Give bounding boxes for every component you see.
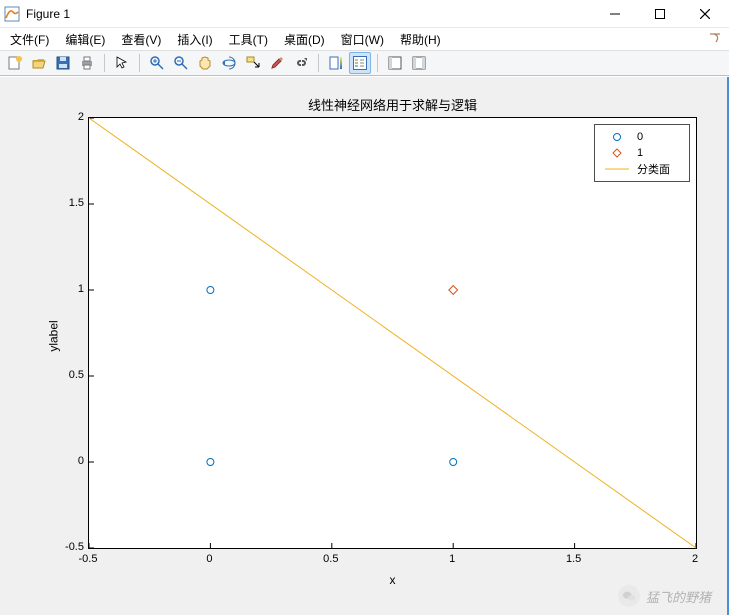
window-title: Figure 1 — [26, 7, 592, 21]
toolbar-separator — [104, 54, 105, 72]
legend-item-1: 1 — [603, 145, 681, 161]
link-icon[interactable] — [290, 52, 312, 74]
y-tick-label: 0.5 — [58, 369, 84, 381]
plot-wrapper: 线性神经网络用于求解与逻辑 ylabel x 0 1 — [30, 85, 707, 587]
titlebar: Figure 1 — [0, 0, 729, 28]
watermark: 猛飞的野猪 — [618, 585, 711, 607]
rotate3d-icon[interactable] — [218, 52, 240, 74]
x-tick-label: 0.5 — [323, 553, 338, 565]
insert-colorbar-icon[interactable] — [325, 52, 347, 74]
y-tick-label: 0 — [58, 455, 84, 467]
y-tick-label: -0.5 — [58, 541, 84, 553]
zoom-out-icon[interactable] — [170, 52, 192, 74]
y-axis-label: ylabel — [47, 320, 61, 351]
watermark-text: 猛飞的野猪 — [646, 587, 711, 606]
legend-label-0: 0 — [637, 131, 681, 143]
minimize-button[interactable] — [592, 0, 637, 27]
toolbar-separator — [139, 54, 140, 72]
matlab-figure-icon — [4, 6, 20, 22]
menubar-overflow-icon[interactable] — [703, 30, 727, 48]
menu-insert[interactable]: 插入(I) — [169, 29, 220, 50]
insert-legend-icon[interactable] — [349, 52, 371, 74]
axes[interactable]: 0 1 分类面 — [88, 117, 697, 549]
brush-icon[interactable] — [266, 52, 288, 74]
x-tick-label: 2 — [692, 553, 698, 565]
menubar: 文件(F) 编辑(E) 查看(V) 插入(I) 工具(T) 桌面(D) 窗口(W… — [0, 28, 729, 50]
y-tick-label: 2 — [58, 111, 84, 123]
toolbar-separator — [318, 54, 319, 72]
toolbar-separator — [377, 54, 378, 72]
y-tick-label: 1 — [58, 283, 84, 295]
maximize-button[interactable] — [637, 0, 682, 27]
close-button[interactable] — [682, 0, 727, 27]
x-tick-label: 1.5 — [566, 553, 581, 565]
legend-marker-2 — [603, 163, 631, 175]
x-tick-label: 1 — [449, 553, 455, 565]
menu-help[interactable]: 帮助(H) — [392, 29, 449, 50]
new-figure-icon[interactable] — [4, 52, 26, 74]
figure-canvas: 线性神经网络用于求解与逻辑 ylabel x 0 1 — [0, 77, 729, 615]
pan-icon[interactable] — [194, 52, 216, 74]
pointer-icon[interactable] — [111, 52, 133, 74]
menu-file[interactable]: 文件(F) — [2, 29, 57, 50]
hide-plot-tools-icon[interactable] — [384, 52, 406, 74]
menu-desktop[interactable]: 桌面(D) — [276, 29, 333, 50]
legend-item-2: 分类面 — [603, 161, 681, 177]
print-icon[interactable] — [76, 52, 98, 74]
menu-window[interactable]: 窗口(W) — [333, 29, 392, 50]
legend-label-2: 分类面 — [637, 161, 681, 177]
plot-title: 线性神经网络用于求解与逻辑 — [88, 95, 697, 114]
legend-item-0: 0 — [603, 129, 681, 145]
legend-label-1: 1 — [637, 147, 681, 159]
zoom-in-icon[interactable] — [146, 52, 168, 74]
menu-edit[interactable]: 编辑(E) — [57, 29, 113, 50]
menu-tools[interactable]: 工具(T) — [221, 29, 276, 50]
legend-marker-1 — [603, 147, 631, 159]
menu-view[interactable]: 查看(V) — [113, 29, 169, 50]
y-tick-label: 1.5 — [58, 197, 84, 209]
save-icon[interactable] — [52, 52, 74, 74]
x-axis-label: x — [88, 573, 697, 587]
legend-marker-0 — [603, 131, 631, 143]
open-icon[interactable] — [28, 52, 50, 74]
data-cursor-icon[interactable] — [242, 52, 264, 74]
toolbar — [0, 50, 729, 76]
x-tick-label: -0.5 — [79, 553, 98, 565]
legend-box[interactable]: 0 1 分类面 — [594, 124, 690, 182]
show-plot-tools-icon[interactable] — [408, 52, 430, 74]
wechat-icon — [618, 585, 640, 607]
x-tick-label: 0 — [206, 553, 212, 565]
